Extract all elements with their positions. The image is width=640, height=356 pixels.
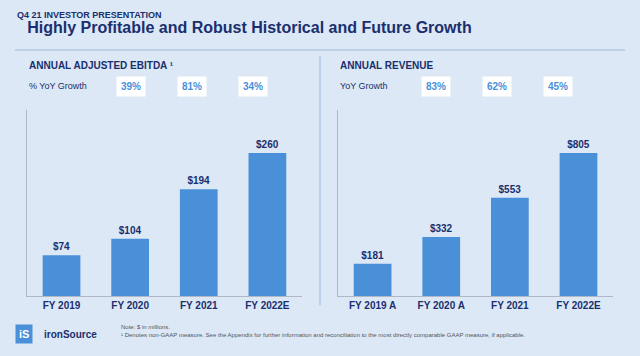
- svg-text:62%: 62%: [487, 81, 507, 92]
- svg-text:% YoY Growth: % YoY Growth: [29, 81, 87, 91]
- svg-text:$260: $260: [256, 139, 279, 150]
- svg-text:$332: $332: [430, 223, 453, 234]
- svg-text:FY 2021: FY 2021: [491, 300, 529, 311]
- svg-text:$194: $194: [187, 175, 210, 186]
- svg-text:$74: $74: [53, 241, 70, 252]
- svg-text:FY 2021: FY 2021: [180, 300, 218, 311]
- svg-text:FY 2022E: FY 2022E: [556, 300, 601, 311]
- svg-text:iS: iS: [19, 328, 29, 340]
- svg-text:FY 2020: FY 2020: [111, 300, 149, 311]
- svg-text:83%: 83%: [426, 81, 446, 92]
- svg-text:$104: $104: [119, 225, 142, 236]
- svg-text:34%: 34%: [243, 81, 263, 92]
- svg-text:ANNUAL REVENUE: ANNUAL REVENUE: [340, 60, 433, 71]
- svg-text:FY 2019: FY 2019: [43, 300, 81, 311]
- svg-text:81%: 81%: [182, 81, 202, 92]
- svg-text:$805: $805: [567, 139, 590, 150]
- svg-text:FY 2022E: FY 2022E: [245, 300, 290, 311]
- svg-text:$181: $181: [361, 250, 384, 261]
- svg-text:45%: 45%: [548, 81, 568, 92]
- svg-text:39%: 39%: [121, 81, 141, 92]
- svg-text:ironSource: ironSource: [44, 329, 97, 340]
- svg-text:$553: $553: [499, 184, 522, 195]
- svg-text:FY 2019 A: FY 2019 A: [349, 300, 396, 311]
- svg-text:Highly Profitable and Robust H: Highly Profitable and Robust Historical …: [27, 19, 471, 36]
- svg-text:Note: $ in millions.¹ Denotes: Note: $ in millions.¹ Denotes non-GAAP m…: [121, 324, 525, 338]
- svg-text:ANNUAL ADJUSTED EBITDA ¹: ANNUAL ADJUSTED EBITDA ¹: [29, 60, 174, 71]
- svg-text:Q4 21 INVESTOR PRESENTATION: Q4 21 INVESTOR PRESENTATION: [17, 10, 162, 20]
- svg-text:FY 2020 A: FY 2020 A: [418, 300, 465, 311]
- svg-text:YoY Growth: YoY Growth: [340, 81, 388, 91]
